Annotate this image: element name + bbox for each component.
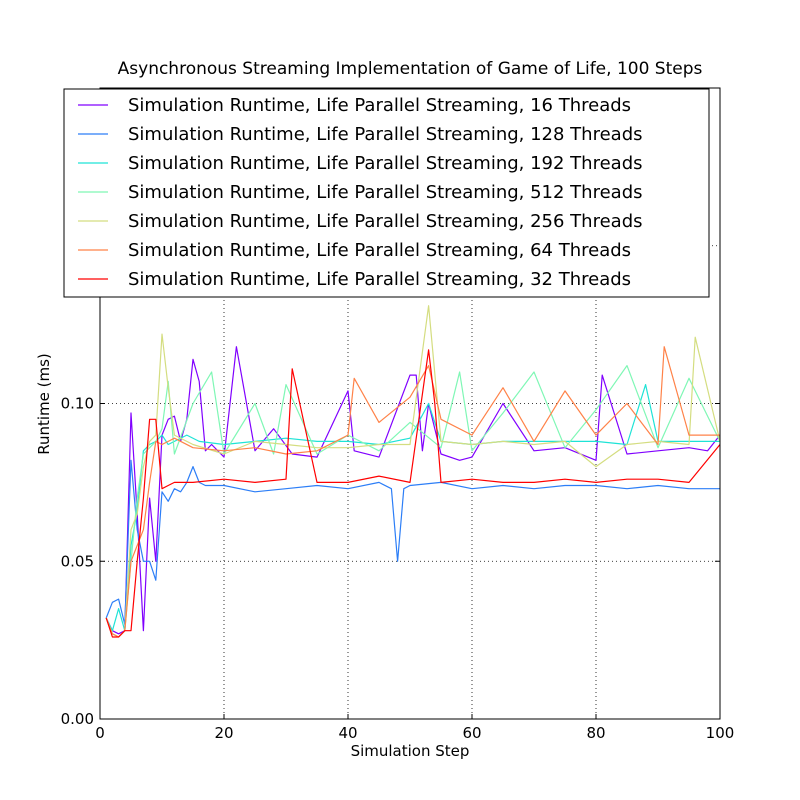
series-line-0 — [105, 346, 721, 635]
legend-label: Simulation Runtime, Life Parallel Stream… — [128, 240, 631, 261]
series-line-4 — [105, 305, 721, 638]
axis-ticks: 0 20 40 60 80 100 0.00 0.05 0.10 — [61, 88, 735, 742]
x-tick-label: 20 — [214, 724, 233, 742]
y-axis-label: Runtime (ms) — [35, 353, 53, 455]
x-tick-label: 100 — [706, 724, 735, 742]
series-line-1 — [105, 459, 720, 626]
series-layer — [105, 305, 721, 638]
series-line-6 — [105, 349, 721, 638]
legend-box — [63, 88, 710, 298]
y-tick-label: 0.05 — [61, 552, 94, 570]
x-tick-label: 0 — [95, 724, 105, 742]
series-line-2 — [105, 384, 720, 632]
legend-label: Simulation Runtime, Life Parallel Stream… — [128, 211, 643, 232]
legend-label: Simulation Runtime, Life Parallel Stream… — [128, 153, 643, 174]
x-tick-label: 40 — [338, 724, 357, 742]
legend: Simulation Runtime, Life Parallel Stream… — [63, 88, 710, 298]
x-axis-label: Simulation Step — [351, 742, 470, 760]
legend-label: Simulation Runtime, Life Parallel Stream… — [128, 269, 631, 290]
x-tick-label: 60 — [462, 724, 481, 742]
y-tick-label: 0.00 — [61, 710, 94, 728]
y-tick-label: 0.10 — [61, 395, 94, 413]
chart-title: Asynchronous Streaming Implementation of… — [118, 59, 703, 79]
series-line-3 — [105, 365, 721, 638]
x-tick-label: 80 — [586, 724, 605, 742]
legend-label: Simulation Runtime, Life Parallel Stream… — [128, 95, 631, 116]
series-line-5 — [105, 346, 720, 638]
legend-label: Simulation Runtime, Life Parallel Stream… — [128, 124, 643, 145]
legend-label: Simulation Runtime, Life Parallel Stream… — [128, 182, 643, 203]
